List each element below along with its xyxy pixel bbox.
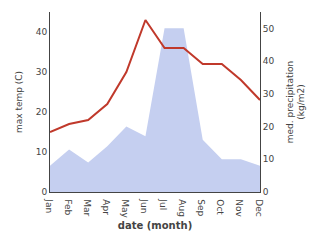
svg-text:40: 40: [36, 27, 48, 37]
svg-text:Apr: Apr: [101, 199, 111, 215]
svg-text:Sep: Sep: [196, 199, 206, 216]
svg-text:10: 10: [36, 147, 48, 157]
svg-text:med. precipitation(kg/m2): med. precipitation(kg/m2): [285, 61, 307, 143]
svg-text:20: 20: [263, 122, 275, 132]
svg-text:30: 30: [263, 89, 275, 99]
svg-text:Jan: Jan: [44, 198, 54, 213]
svg-text:30: 30: [36, 67, 48, 77]
svg-text:Jul: Jul: [158, 198, 168, 210]
svg-text:Aug: Aug: [177, 199, 187, 217]
svg-text:Nov: Nov: [234, 199, 244, 217]
svg-text:Feb: Feb: [63, 199, 73, 215]
svg-text:Mar: Mar: [82, 199, 92, 216]
svg-text:40: 40: [263, 56, 275, 66]
svg-text:max temp (C): max temp (C): [14, 71, 24, 133]
svg-text:0: 0: [41, 187, 47, 197]
svg-text:date (month): date (month): [118, 220, 192, 231]
svg-text:10: 10: [263, 154, 275, 164]
svg-text:20: 20: [36, 107, 48, 117]
svg-text:0: 0: [263, 187, 269, 197]
svg-text:Dec: Dec: [254, 199, 264, 216]
svg-text:50: 50: [263, 24, 275, 34]
svg-text:Oct: Oct: [215, 199, 225, 215]
svg-text:May: May: [120, 199, 130, 218]
svg-text:Jun: Jun: [139, 198, 149, 213]
